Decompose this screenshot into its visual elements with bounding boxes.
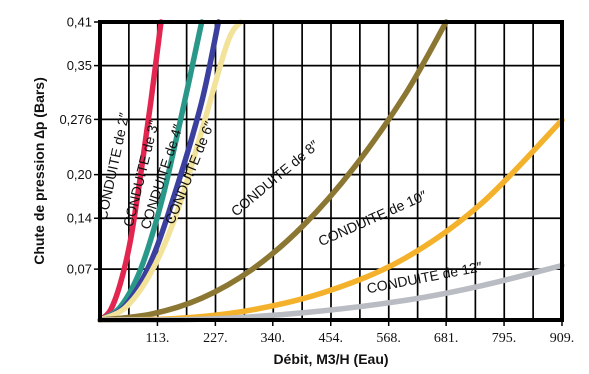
y-tick-label: 0,276 — [59, 112, 92, 127]
x-tick-label: 568. — [376, 331, 401, 346]
x-tick-label: 113. — [145, 331, 169, 346]
y-tick-label: 0,35 — [67, 58, 92, 73]
y-axis-title: Chute de pression ∆p (Bars) — [31, 77, 47, 264]
y-tick-labels: 0,07 0,14 0,20 0,276 0,35 0,41 — [59, 15, 100, 277]
y-tick-label: 0,20 — [67, 167, 92, 182]
series-line — [97, 19, 449, 323]
series-line — [97, 19, 244, 323]
x-tick-label: 340. — [261, 331, 286, 346]
x-axis-title: Débit, M3/H (Eau) — [273, 351, 388, 367]
curve-label: CONDUITE de 8″ — [228, 137, 322, 219]
y-tick-label: 0,14 — [67, 211, 92, 226]
x-tick-label: 227. — [203, 331, 228, 346]
y-tick-label: 0,07 — [67, 262, 92, 277]
series-line — [97, 19, 164, 323]
y-tick-label: 0,41 — [67, 15, 92, 30]
x-tick-label: 681. — [434, 331, 459, 346]
x-tick-label: 909. — [550, 331, 575, 346]
x-tick-label: 795. — [492, 331, 517, 346]
x-tick-label: 454. — [318, 331, 343, 346]
x-tick-labels: 113. 227. 340. 454. 568. 681. 795. 909. — [145, 320, 574, 346]
